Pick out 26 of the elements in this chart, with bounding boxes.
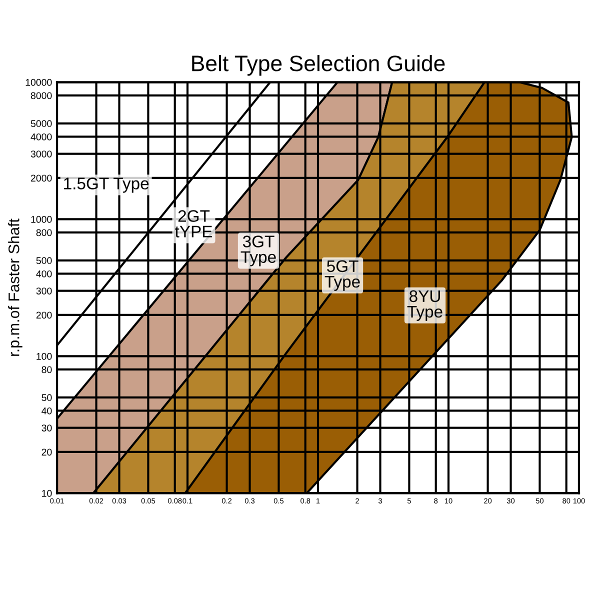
y-tick-label: 500: [36, 257, 52, 264]
chart-title: Belt Type Selection Guide: [192, 54, 445, 76]
y-axis-title: r.p.m.of Faster Shaft: [8, 218, 22, 356]
y-tick-label: 2000: [31, 174, 52, 182]
y-tick-label: 8000: [30, 92, 52, 100]
y-tick-label: 80: [42, 366, 52, 374]
y-tick-label: 800: [36, 229, 52, 236]
y-tick-label: 40: [42, 407, 52, 414]
annotation: 3GT Type: [240, 236, 276, 266]
y-tick-label: 10000: [26, 78, 52, 86]
y-tick-label: 1000: [31, 216, 52, 223]
y-tick-label: 5000: [30, 120, 52, 128]
y-tick-label: 20: [42, 448, 52, 456]
y-tick-label: 3000: [30, 150, 52, 158]
y-tick-label: 400: [36, 270, 52, 278]
annotation: 2GT tYPE: [175, 210, 212, 238]
y-tick-label: 30: [42, 424, 52, 432]
annotation: 1.5GT Type: [64, 178, 149, 193]
y-tick-label: 300: [36, 288, 52, 294]
y-tick-label: 4000: [30, 133, 52, 140]
annotation: 8YU Type: [407, 290, 442, 321]
y-tick-label: 10: [42, 490, 52, 497]
y-tick-label: 100: [36, 352, 52, 360]
annotation: 5GT Type: [324, 260, 360, 291]
y-tick-label: 50: [42, 394, 52, 402]
y-tick-label: 200: [36, 312, 52, 319]
